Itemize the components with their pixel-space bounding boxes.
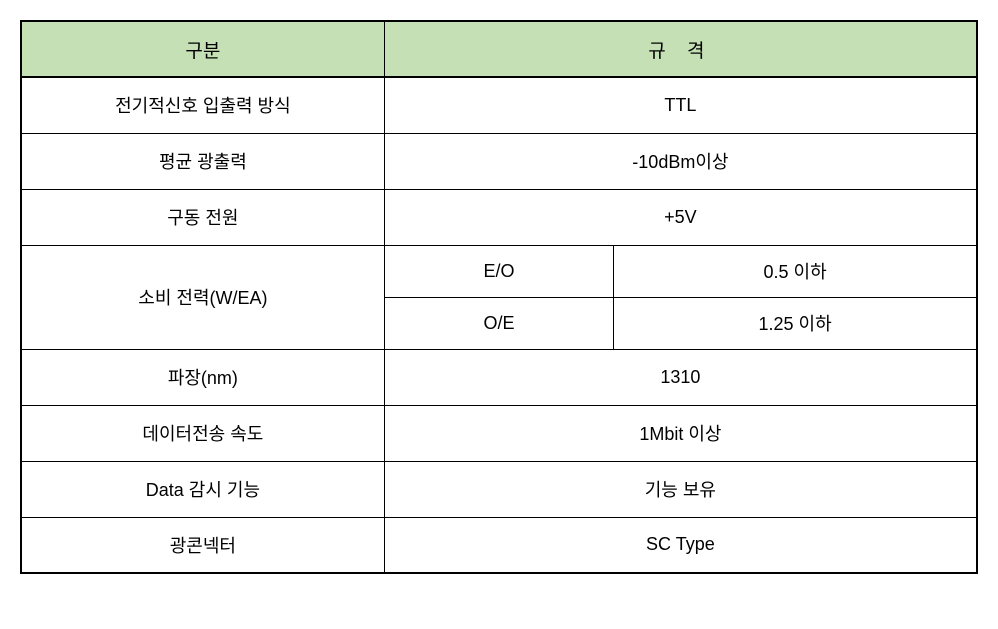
cell-category: 데이터전송 속도 [21,405,384,461]
cell-subvalue: 0.5 이하 [614,245,977,297]
cell-category: Data 감시 기능 [21,461,384,517]
cell-category: 전기적신호 입출력 방식 [21,77,384,133]
table-row: 전기적신호 입출력 방식 TTL [21,77,977,133]
cell-spec: 기능 보유 [384,461,977,517]
table-header-row: 구분 규 격 [21,21,977,77]
spec-table-container: 구분 규 격 전기적신호 입출력 방식 TTL 평균 광출력 -10dBm이상 … [20,20,978,574]
cell-spec: TTL [384,77,977,133]
table-row: 구동 전원 +5V [21,189,977,245]
cell-sublabel: O/E [384,297,613,349]
cell-spec: 1Mbit 이상 [384,405,977,461]
header-spec-text: 규 격 [648,41,712,62]
cell-spec: 1310 [384,349,977,405]
cell-category: 소비 전력(W/EA) [21,245,384,349]
table-row: 데이터전송 속도 1Mbit 이상 [21,405,977,461]
cell-category: 광콘넥터 [21,517,384,573]
cell-category: 구동 전원 [21,189,384,245]
table-row: 광콘넥터 SC Type [21,517,977,573]
table-row: Data 감시 기능 기능 보유 [21,461,977,517]
table-row: 평균 광출력 -10dBm이상 [21,133,977,189]
cell-spec: SC Type [384,517,977,573]
cell-spec: +5V [384,189,977,245]
cell-category: 평균 광출력 [21,133,384,189]
cell-category: 파장(nm) [21,349,384,405]
cell-sublabel: E/O [384,245,613,297]
cell-subvalue: 1.25 이하 [614,297,977,349]
header-spec: 규 격 [384,21,977,77]
cell-spec: -10dBm이상 [384,133,977,189]
table-row: 파장(nm) 1310 [21,349,977,405]
header-category: 구분 [21,21,384,77]
spec-table: 구분 규 격 전기적신호 입출력 방식 TTL 평균 광출력 -10dBm이상 … [20,20,978,574]
table-row: 소비 전력(W/EA) E/O 0.5 이하 [21,245,977,297]
